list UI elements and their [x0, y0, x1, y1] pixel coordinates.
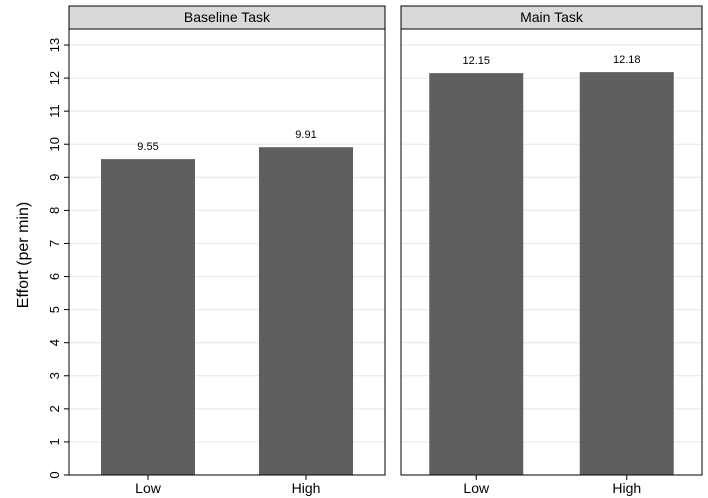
data-label: 12.18: [613, 54, 641, 66]
y-tick-label: 8: [47, 207, 62, 214]
panel-border: [68, 28, 386, 476]
x-tick-label: Low: [135, 480, 162, 496]
bar-high: [579, 72, 674, 475]
y-tick-label: 9: [47, 174, 62, 181]
y-tick-label: 0: [47, 471, 62, 478]
x-tick-label: High: [612, 480, 641, 496]
y-tick-label: 3: [47, 372, 62, 379]
data-label: 12.15: [462, 55, 490, 67]
panel-border: [400, 28, 703, 476]
y-tick-label: 2: [47, 405, 62, 412]
y-tick-label: 11: [47, 104, 62, 118]
bar-low: [101, 159, 195, 475]
y-tick-label: 12: [47, 71, 62, 85]
data-label: 9.91: [295, 129, 316, 141]
x-tick-label: Low: [463, 480, 490, 496]
y-tick-label: 1: [47, 438, 62, 445]
y-axis-title: Effort (per min): [15, 202, 32, 308]
bar-low: [429, 73, 524, 475]
data-label: 9.55: [137, 141, 158, 153]
y-tick-label: 13: [47, 38, 62, 52]
y-tick-label: 4: [47, 339, 62, 346]
panel-title: Baseline Task: [184, 9, 271, 25]
panel-2: 12.15 Low 12.18 High Main Task: [400, 5, 703, 496]
panel-1: 9.55 Low 9.91 High Baseline Task: [68, 5, 386, 496]
bar-high: [259, 147, 353, 475]
y-tick-label: 6: [47, 273, 62, 280]
y-tick-label: 7: [47, 240, 62, 247]
x-tick-label: High: [292, 480, 321, 496]
y-tick-label: 10: [47, 137, 62, 151]
panel-title: Main Task: [520, 9, 584, 25]
y-tick-label: 5: [47, 306, 62, 313]
